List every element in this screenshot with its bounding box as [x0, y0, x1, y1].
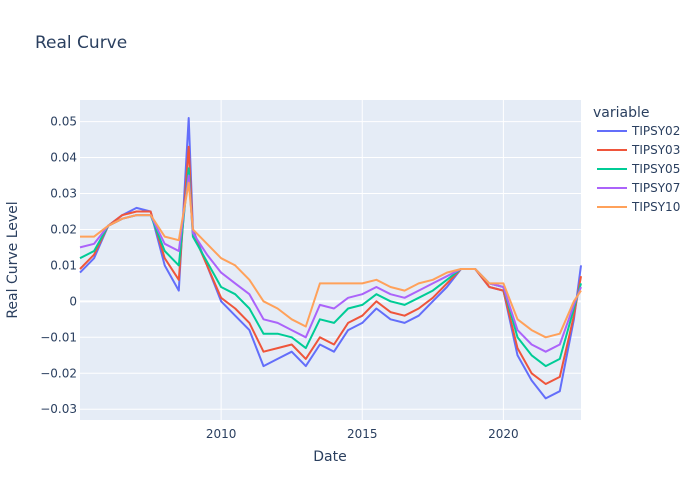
legend-item-tipsy03[interactable]: TIPSY03	[597, 143, 680, 157]
legend-item-tipsy10[interactable]: TIPSY10	[597, 200, 680, 214]
tick-labels: −0.03 −0.02 −0.01 0 0.01 0.02 0.03 0.04 0.05 2010…	[40, 115, 518, 441]
y-tick-label: 0.04	[50, 151, 77, 165]
series-line-tipsy03[interactable]	[79, 145, 582, 385]
y-tick-label: 0.01	[50, 258, 77, 272]
series-line-tipsy07[interactable]	[79, 174, 582, 353]
series-line-tipsy10[interactable]	[80, 181, 582, 339]
legend[interactable]: TIPSY02 TIPSY03 TIPSY05 TIPSY07 TIPSY10	[597, 124, 680, 214]
x-tick-label: 2015	[347, 427, 378, 441]
legend-item-tipsy07[interactable]: TIPSY07	[597, 181, 680, 195]
chart-title: Real Curve	[35, 33, 128, 53]
y-tick-label: 0.03	[50, 186, 77, 200]
y-tick-label: −0.03	[40, 402, 77, 416]
series-lines	[79, 117, 582, 400]
legend-label: TIPSY05	[631, 162, 680, 176]
y-tick-label: −0.01	[40, 330, 77, 344]
legend-label: TIPSY02	[631, 124, 680, 138]
x-tick-label: 2010	[206, 427, 237, 441]
legend-item-tipsy05[interactable]: TIPSY05	[597, 162, 680, 176]
legend-label: TIPSY07	[631, 181, 680, 195]
grid-layer	[80, 100, 581, 420]
x-tick-label: 2020	[488, 427, 519, 441]
y-axis-title: Real Curve Level	[5, 201, 21, 318]
x-axis-title: Date	[313, 449, 346, 465]
y-tick-label: 0.02	[50, 222, 77, 236]
legend-label: TIPSY10	[631, 200, 680, 214]
y-tick-label: 0	[69, 294, 77, 308]
legend-item-tipsy02[interactable]: TIPSY02	[597, 124, 680, 138]
plot-background	[80, 100, 581, 420]
legend-title: variable	[593, 105, 649, 121]
y-tick-label: 0.05	[50, 115, 77, 129]
y-tick-label: −0.02	[40, 366, 77, 380]
legend-label: TIPSY03	[631, 143, 680, 157]
